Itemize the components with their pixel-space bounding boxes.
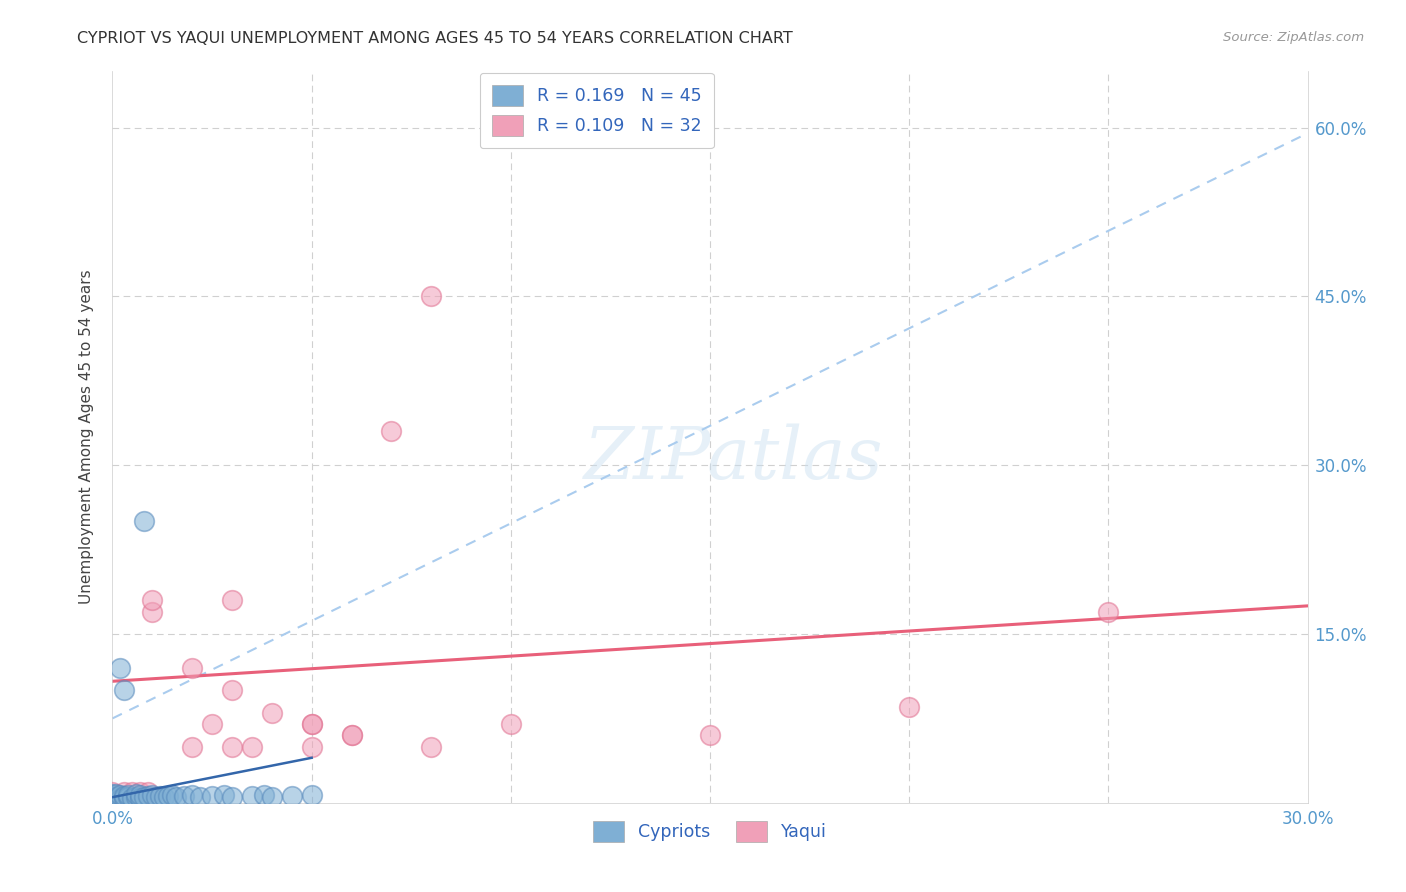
Point [201,789,224,803]
Point [281,789,304,803]
Point [1097,605,1119,619]
Point [125,790,148,805]
Point [141,593,163,607]
Point [162,788,183,802]
Point [340,728,363,742]
Point [240,739,263,754]
Point [114,791,135,805]
Point [301,717,323,731]
Point [420,739,443,754]
Point [125,790,148,805]
Point [141,788,163,802]
Point [101,796,124,810]
Point [105,792,128,806]
Point [134,790,156,805]
Point [110,661,132,675]
Point [121,791,143,805]
Point [105,790,128,805]
Point [260,790,283,805]
Point [110,792,132,806]
Point [221,790,243,805]
Point [101,796,124,810]
Point [149,789,172,803]
Point [201,717,224,731]
Point [129,788,152,802]
Point [420,289,443,303]
Point [699,728,721,742]
Point [101,784,124,798]
Text: CYPRIOT VS YAQUI UNEMPLOYMENT AMONG AGES 45 TO 54 YEARS CORRELATION CHART: CYPRIOT VS YAQUI UNEMPLOYMENT AMONG AGES… [77,31,793,46]
Point [165,790,187,805]
Point [153,790,176,805]
Point [240,789,263,803]
Y-axis label: Unemployment Among Ages 45 to 54 years: Unemployment Among Ages 45 to 54 years [79,269,94,605]
Point [117,790,139,805]
Point [134,790,156,805]
Point [101,790,124,805]
Point [125,787,148,801]
Point [110,788,132,802]
Point [173,789,195,803]
Point [105,787,128,801]
Point [138,784,160,798]
Point [114,789,135,803]
Point [301,717,323,731]
Point [221,683,243,698]
Point [301,788,323,802]
Point [340,728,363,742]
Point [129,784,152,798]
Point [380,425,402,439]
Point [898,700,921,714]
Point [221,593,243,607]
Point [181,788,204,802]
Point [117,788,139,802]
Point [101,787,124,801]
Point [101,796,124,810]
Point [260,706,283,720]
Point [114,784,135,798]
Point [141,605,163,619]
Point [110,790,132,805]
Point [117,790,139,805]
Legend: Cypriots, Yaqui: Cypriots, Yaqui [586,814,834,849]
Point [212,788,235,802]
Point [134,515,156,529]
Point [101,790,124,805]
Point [101,793,124,807]
Text: ZIPatlas: ZIPatlas [583,424,884,494]
Point [101,792,124,806]
Point [101,789,124,803]
Point [121,784,143,798]
Point [301,739,323,754]
Point [499,717,522,731]
Point [157,789,180,803]
Point [114,683,135,698]
Point [221,739,243,754]
Point [181,661,204,675]
Point [129,791,152,805]
Point [145,790,167,805]
Point [253,788,276,802]
Text: Source: ZipAtlas.com: Source: ZipAtlas.com [1223,31,1364,45]
Point [181,739,204,754]
Point [138,789,160,803]
Point [188,790,211,805]
